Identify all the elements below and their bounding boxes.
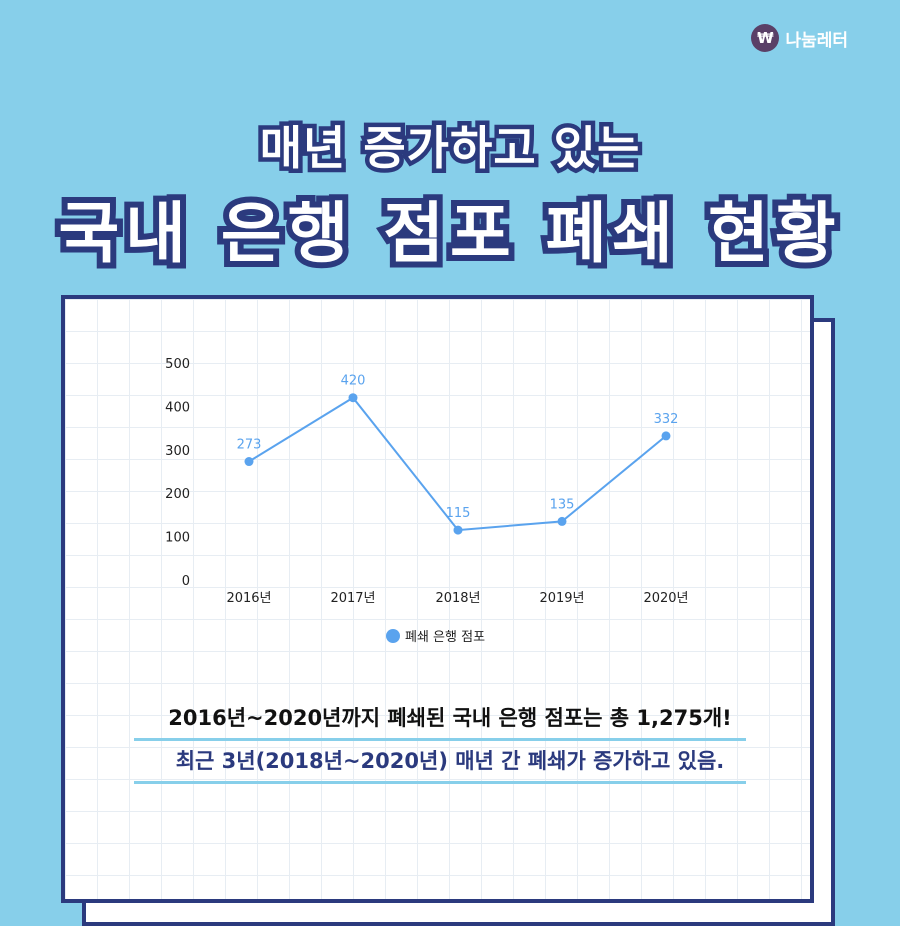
legend-label: 폐쇄 은행 점포 (405, 629, 485, 645)
x-tick-label: 2016년 (226, 591, 271, 606)
x-tick-label: 2017년 (330, 591, 375, 606)
won-logo-icon: ₩ (751, 24, 780, 52)
chart-card (61, 295, 814, 903)
line-chart: 0 100 200 300 400 500 2016년 2017년 2018년 2019년 2020… (165, 357, 688, 645)
legend-marker (386, 629, 400, 643)
summary-underline (134, 781, 746, 784)
y-tick-label: 0 (182, 574, 190, 589)
summary-line2: 최근 3년(2018년~2020년) 매년 간 폐쇄가 증가하고 있음. (175, 749, 725, 773)
y-tick-label: 500 (165, 357, 190, 372)
brand: ₩ 나눔레터 (751, 24, 848, 52)
data-point (348, 393, 358, 403)
data-point (661, 431, 671, 441)
data-point (453, 525, 463, 535)
x-tick-label: 2019년 (539, 591, 584, 606)
data-label: 115 (446, 506, 471, 521)
data-label: 420 (341, 374, 366, 389)
summary-underline (134, 738, 746, 741)
y-tick-label: 200 (165, 487, 190, 502)
data-point (557, 516, 567, 526)
x-tick-label: 2018년 (435, 591, 480, 606)
data-label: 332 (654, 412, 679, 427)
brand-name: 나눔레터 (785, 30, 848, 51)
y-tick-label: 400 (165, 400, 190, 415)
data-point (244, 457, 254, 467)
title-line2: 국내 은행 점포 폐쇄 현황 (52, 189, 842, 278)
y-tick-label: 100 (165, 531, 190, 546)
title-line1: 매년 증가하고 있는 (255, 117, 644, 180)
summary-line1: 2016년~2020년까지 폐쇄된 국내 은행 점포는 총 1,275개! (168, 706, 732, 730)
x-tick-label: 2020년 (643, 591, 688, 606)
data-label: 135 (550, 497, 575, 512)
data-label: 273 (237, 438, 262, 453)
y-tick-label: 300 (165, 444, 190, 459)
